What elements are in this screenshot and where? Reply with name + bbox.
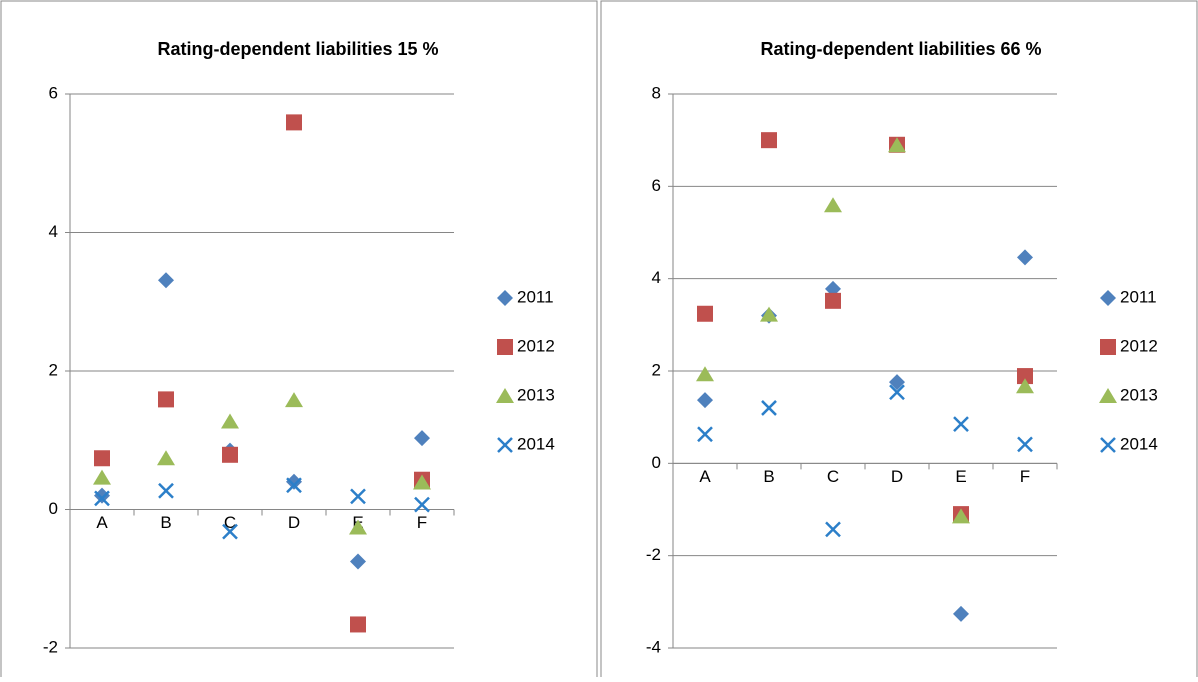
legend-marker [1100,339,1116,355]
data-point [953,605,969,622]
legend-label: 2014 [517,434,555,453]
y-tick-label: -2 [43,637,58,656]
data-point [222,446,238,463]
data-point [158,482,174,499]
data-point [696,366,714,382]
data-point [889,384,905,401]
legend-label: 2012 [517,336,555,355]
data-point [825,280,841,297]
legend-marker [497,339,513,355]
data-point [414,496,430,513]
legend-label: 2013 [517,385,555,404]
data-point [761,132,777,149]
data-point [93,469,111,485]
data-point [888,137,906,153]
data-point [1017,249,1033,266]
legend-label: 2014 [1120,434,1158,453]
x-tick-label: D [891,467,903,486]
y-tick-label: 6 [49,83,58,102]
legend-marker [1099,388,1117,403]
y-tick-label: 6 [652,176,661,195]
data-point [697,392,713,409]
x-tick-label: A [699,467,711,486]
data-point [1016,378,1034,394]
x-tick-label: C [827,467,839,486]
y-tick-label: 2 [49,360,58,379]
legend-marker [496,388,514,403]
data-point [157,450,175,466]
y-tick-label: 8 [652,83,661,102]
data-point [825,292,841,309]
x-tick-label: F [417,513,427,532]
data-point [94,490,110,507]
legend-marker [497,290,513,306]
data-point [761,400,777,416]
x-tick-label: C [224,513,236,532]
data-point [697,305,713,322]
x-tick-label: D [288,513,300,532]
data-point [285,392,303,408]
data-point [825,521,841,538]
y-tick-label: 0 [652,453,661,472]
x-tick-label: F [1020,467,1030,486]
data-point [414,430,430,447]
data-point [221,413,239,429]
legend-label: 2012 [1120,336,1158,355]
legend-marker [497,437,513,453]
data-point [94,450,110,467]
data-point [824,197,842,213]
y-tick-label: 0 [49,499,58,518]
legend-marker [1100,290,1116,306]
y-tick-label: -4 [646,637,661,656]
x-tick-label: A [96,513,108,532]
legend-label: 2011 [517,287,554,306]
data-point [158,272,174,289]
data-point [94,487,110,504]
x-tick-label: B [763,467,774,486]
data-point [952,508,970,524]
data-point [222,523,238,540]
data-point [286,477,302,494]
chart-title: Rating-dependent liabilities 66 % [760,39,1041,59]
data-point [697,426,713,443]
y-tick-label: 4 [652,268,661,287]
data-point [286,114,302,131]
legend-marker [1100,437,1116,453]
data-point [1017,368,1033,385]
data-point [413,474,431,490]
y-tick-label: 2 [652,360,661,379]
x-tick-label: B [160,513,171,532]
data-point [286,473,302,490]
data-point [350,488,366,505]
legend-label: 2011 [1120,287,1157,306]
data-point [953,416,969,432]
data-point [349,519,367,535]
data-point [350,553,366,570]
data-point [889,374,905,391]
data-point [1017,436,1033,453]
y-tick-label: -2 [646,545,661,564]
data-point [158,391,174,408]
data-point [350,616,366,633]
data-point [760,306,778,322]
x-tick-label: E [955,467,966,486]
y-tick-label: 4 [49,222,58,241]
chart-title: Rating-dependent liabilities 15 % [157,39,438,59]
legend-label: 2013 [1120,385,1158,404]
